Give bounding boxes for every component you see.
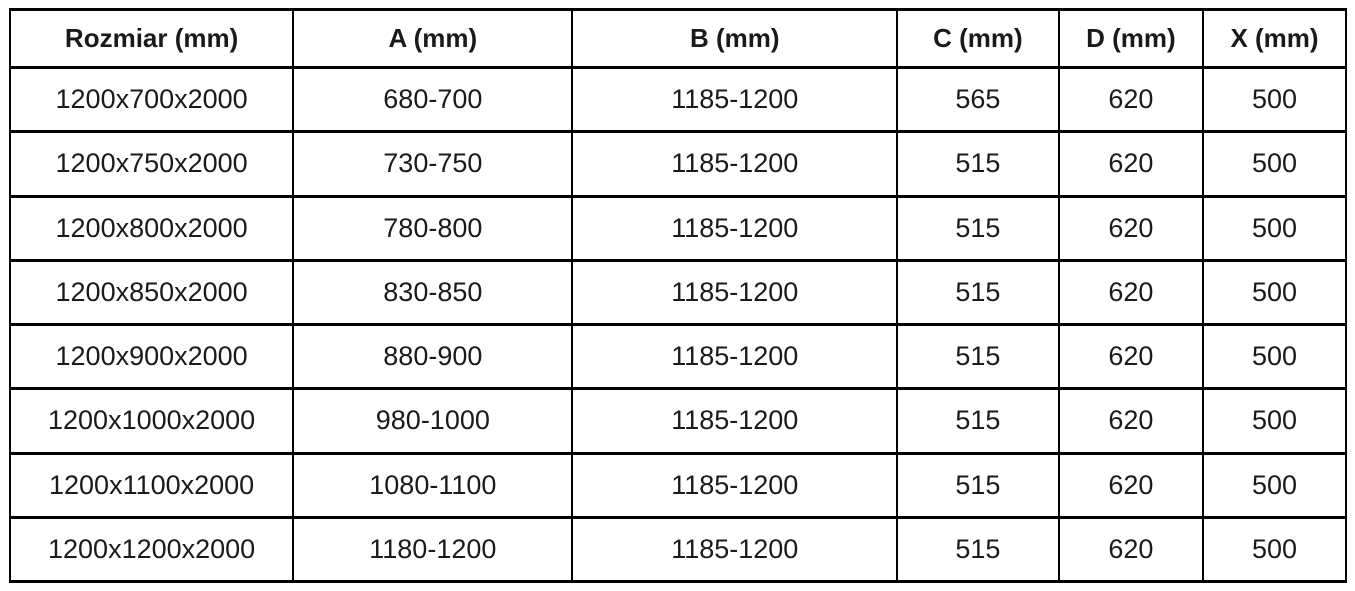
table-row: 1200x1000x2000 980-1000 1185-1200 515 620 500 [8, 387, 1347, 455]
table-cell-b: 1185-1200 [571, 258, 899, 327]
table-row: 1200x1100x2000 1080-1100 1185-1200 515 620 50… [8, 451, 1347, 519]
table-cell-a: 680-700 [292, 65, 574, 134]
column-header-a: A (mm) [292, 8, 574, 69]
table-cell-d: 620 [1057, 387, 1205, 455]
table-cell-a: 780-800 [292, 194, 574, 262]
table-cell-d: 620 [1057, 130, 1205, 198]
table-cell-rozmiar: 1200x1100x2000 [8, 451, 295, 519]
table-cell-c: 515 [896, 322, 1060, 391]
table-cell-d: 620 [1057, 322, 1205, 391]
table-cell-a: 830-850 [292, 258, 574, 327]
table-cell-rozmiar: 1200x1000x2000 [8, 387, 295, 455]
table-cell-b: 1185-1200 [571, 451, 899, 519]
table-cell-a: 1080-1100 [292, 451, 574, 519]
table-cell-x: 500 [1202, 515, 1347, 584]
table-cell-a: 880-900 [292, 322, 574, 391]
table-cell-d: 620 [1057, 451, 1205, 519]
table-body: 1200x700x2000 680-700 1185-1200 565 620 500 12… [8, 65, 1347, 584]
table-cell-c: 515 [896, 194, 1060, 262]
table-cell-rozmiar: 1200x900x2000 [8, 322, 295, 391]
table-cell-a: 730-750 [292, 130, 574, 198]
table-cell-c: 565 [896, 65, 1060, 134]
table-cell-b: 1185-1200 [571, 387, 899, 455]
table-cell-b: 1185-1200 [571, 130, 899, 198]
table-cell-rozmiar: 1200x800x2000 [8, 194, 295, 262]
table-cell-x: 500 [1202, 451, 1347, 519]
column-header-c: C (mm) [896, 8, 1060, 69]
table-cell-a: 1180-1200 [292, 515, 574, 584]
column-header-x: X (mm) [1202, 8, 1347, 69]
column-header-d: D (mm) [1057, 8, 1205, 69]
table-cell-x: 500 [1202, 194, 1347, 262]
table-cell-c: 515 [896, 387, 1060, 455]
size-specification-table: Rozmiar (mm) A (mm) B (mm) C (mm) D (mm) X (m… [8, 8, 1347, 584]
table-row: 1200x850x2000 830-850 1185-1200 515 620 500 [8, 258, 1347, 327]
table-cell-rozmiar: 1200x850x2000 [8, 258, 295, 327]
table-cell-rozmiar: 1200x700x2000 [8, 65, 295, 134]
table-row: 1200x750x2000 730-750 1185-1200 515 620 500 [8, 130, 1347, 198]
table-row: 1200x900x2000 880-900 1185-1200 515 620 500 [8, 322, 1347, 391]
table-cell-c: 515 [896, 451, 1060, 519]
table-cell-x: 500 [1202, 258, 1347, 327]
table-cell-c: 515 [896, 258, 1060, 327]
column-header-b: B (mm) [571, 8, 899, 69]
table-cell-b: 1185-1200 [571, 65, 899, 134]
table-cell-d: 620 [1057, 194, 1205, 262]
table-cell-rozmiar: 1200x750x2000 [8, 130, 295, 198]
table-cell-c: 515 [896, 130, 1060, 198]
table-cell-d: 620 [1057, 515, 1205, 584]
table-cell-x: 500 [1202, 65, 1347, 134]
table-cell-rozmiar: 1200x1200x2000 [8, 515, 295, 584]
table-cell-b: 1185-1200 [571, 194, 899, 262]
table-head: Rozmiar (mm) A (mm) B (mm) C (mm) D (mm) X (m… [8, 8, 1347, 69]
table-row: 1200x700x2000 680-700 1185-1200 565 620 500 [8, 65, 1347, 134]
table-cell-b: 1185-1200 [571, 322, 899, 391]
table-cell-x: 500 [1202, 387, 1347, 455]
table-cell-d: 620 [1057, 65, 1205, 134]
table-cell-d: 620 [1057, 258, 1205, 327]
table-cell-c: 515 [896, 515, 1060, 584]
table-cell-a: 980-1000 [292, 387, 574, 455]
table-row: 1200x800x2000 780-800 1185-1200 515 620 500 [8, 194, 1347, 262]
table-cell-x: 500 [1202, 322, 1347, 391]
table-cell-x: 500 [1202, 130, 1347, 198]
table-row: 1200x1200x2000 1180-1200 1185-1200 515 620 50… [8, 515, 1347, 584]
column-header-rozmiar: Rozmiar (mm) [8, 8, 295, 69]
table-cell-b: 1185-1200 [571, 515, 899, 584]
table-header-row: Rozmiar (mm) A (mm) B (mm) C (mm) D (mm) X (m… [8, 8, 1347, 69]
